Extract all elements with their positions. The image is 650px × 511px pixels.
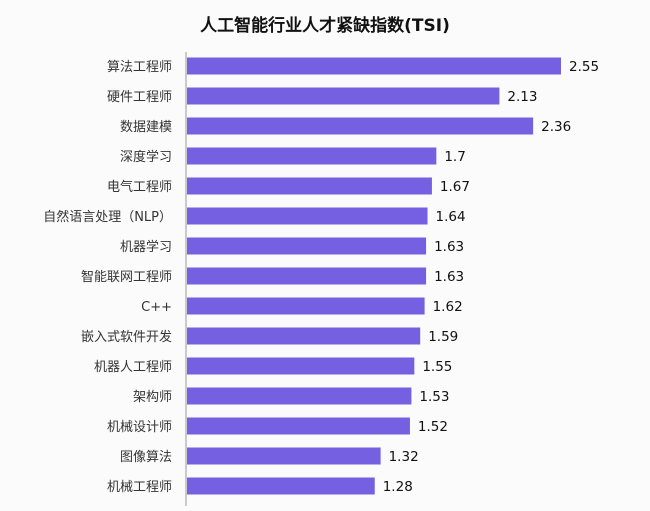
- bar: [187, 117, 534, 135]
- value-label: 1.63: [434, 269, 464, 285]
- category-label: 自然语言处理（NLP）: [43, 209, 172, 225]
- value-label: 1.59: [428, 329, 458, 345]
- bar: [187, 57, 561, 75]
- category-label: 硬件工程师: [107, 90, 172, 105]
- value-label: 1.28: [383, 479, 413, 495]
- bar: [187, 297, 425, 315]
- value-label: 1.63: [434, 239, 464, 255]
- value-label: 2.13: [507, 89, 537, 105]
- category-label: 机械工程师: [107, 480, 172, 495]
- value-label: 1.67: [440, 179, 470, 195]
- value-label: 2.55: [569, 59, 599, 75]
- category-label: 算法工程师: [107, 60, 172, 75]
- value-label: 1.7: [444, 149, 465, 165]
- bar: [187, 267, 427, 285]
- bar: [187, 177, 432, 195]
- category-label: 数据建模: [120, 120, 172, 135]
- category-label: 机器学习: [120, 239, 172, 255]
- chart-title: 人工智能行业人才紧缺指数(TSI): [200, 15, 450, 36]
- value-label: 1.62: [433, 299, 463, 315]
- value-label: 1.52: [418, 419, 448, 435]
- bar: [187, 147, 437, 165]
- bar: [187, 447, 381, 465]
- value-label: 1.55: [422, 359, 452, 375]
- value-label: 1.53: [419, 389, 449, 405]
- category-label: 智能联网工程师: [81, 270, 172, 285]
- category-label: 机器人工程师: [94, 360, 172, 375]
- bar: [187, 87, 500, 105]
- bar: [187, 327, 421, 345]
- value-label: 1.32: [389, 449, 419, 465]
- bar: [187, 207, 428, 225]
- category-label: 电气工程师: [107, 179, 172, 195]
- category-label: 图像算法: [120, 450, 172, 465]
- category-label: 机械设计师: [107, 420, 172, 435]
- category-label: 架构师: [133, 390, 172, 405]
- bar: [187, 357, 415, 375]
- category-label: C++: [141, 300, 172, 315]
- value-label: 2.36: [541, 119, 571, 135]
- value-label: 1.64: [436, 209, 466, 225]
- bar: [187, 387, 412, 405]
- category-label: 嵌入式软件开发: [81, 329, 172, 345]
- bar: [187, 237, 427, 255]
- bar: [187, 477, 375, 495]
- category-label: 深度学习: [120, 149, 172, 165]
- bar: [187, 417, 410, 435]
